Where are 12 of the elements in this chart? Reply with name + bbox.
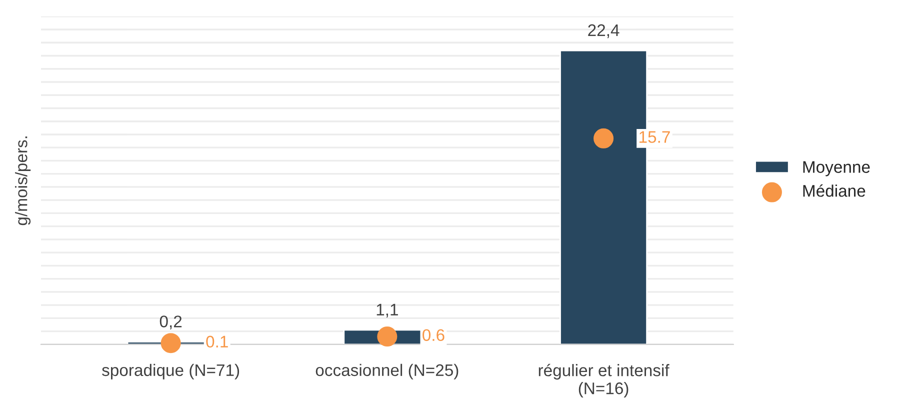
y-axis-title: g/mois/pers.: [15, 136, 31, 226]
data-label: 0.6: [422, 329, 444, 341]
data-label: 22,4: [588, 24, 620, 38]
data-label: 1,1: [376, 304, 398, 318]
data-label: 0,2: [160, 316, 182, 330]
x-tick-label: occasionnel (N=25): [316, 364, 458, 380]
x-tick-label: sporadique (N=71): [102, 364, 240, 380]
x-tick-label: régulier et intensif (N=16): [538, 364, 670, 398]
data-label: 0.1: [206, 336, 228, 348]
data-label: 15.7: [640, 131, 670, 143]
legend-label: Médiane: [803, 184, 866, 197]
legend-label: Moyenne: [803, 161, 870, 176]
